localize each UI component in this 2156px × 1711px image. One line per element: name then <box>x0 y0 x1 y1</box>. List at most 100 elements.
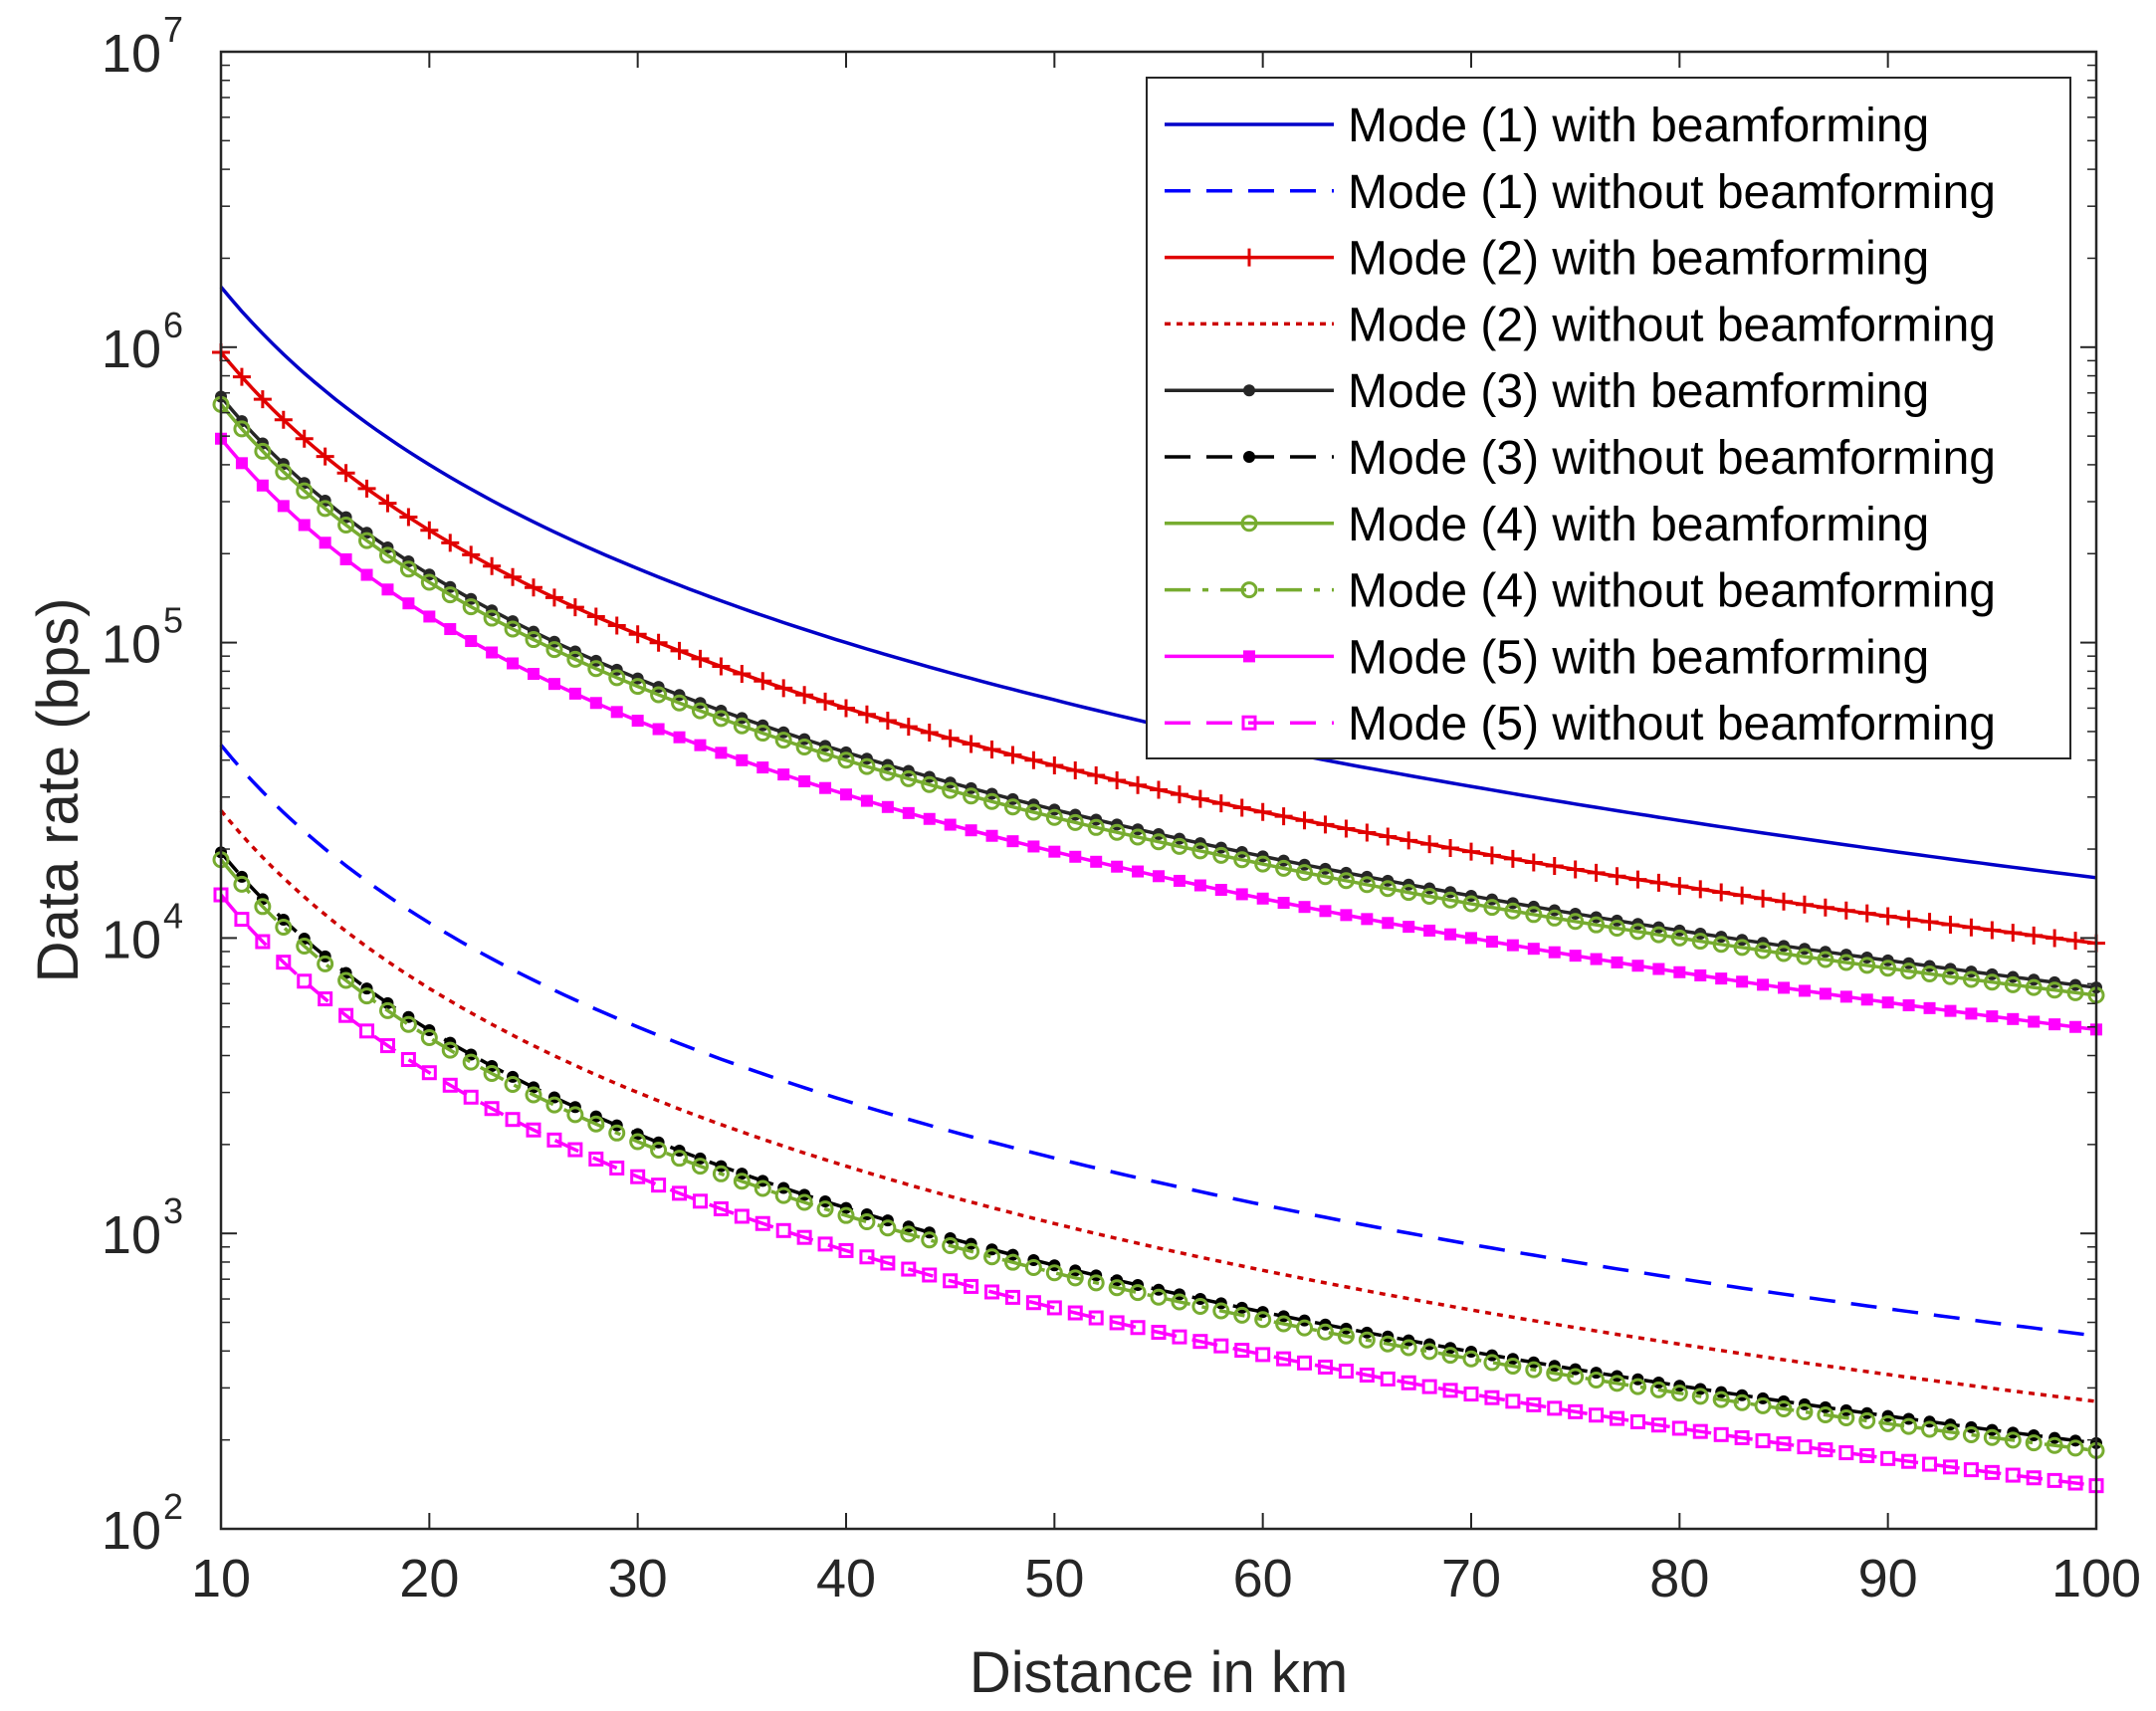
x-tick-label: 70 <box>1441 1549 1501 1608</box>
series-line <box>219 403 2097 997</box>
square-marker <box>1048 845 1061 858</box>
square-marker <box>673 731 686 744</box>
plus-marker <box>2025 926 2044 945</box>
circle-marker <box>650 1141 668 1159</box>
plus-marker <box>1628 870 1647 889</box>
x-tick-label: 50 <box>1024 1549 1084 1608</box>
circle-marker <box>650 686 668 704</box>
circle-marker <box>1754 942 1772 960</box>
circle-marker <box>983 792 1001 810</box>
square-marker <box>965 824 977 837</box>
circle-marker <box>1400 884 1417 902</box>
square-marker <box>1694 968 1707 981</box>
legend-label: Mode (4) without beamforming <box>1348 565 1996 618</box>
circle-marker <box>462 598 480 616</box>
square-open-marker <box>734 1208 750 1224</box>
square-marker <box>1132 865 1145 878</box>
square-marker <box>507 657 520 670</box>
square-open-marker <box>1797 1439 1813 1455</box>
square-open-marker <box>1547 1400 1563 1416</box>
square-open-marker <box>796 1229 812 1245</box>
legend-label: Mode (2) without beamforming <box>1348 299 1996 351</box>
circle-marker <box>921 1231 939 1249</box>
square-marker <box>652 723 665 736</box>
square-open-marker <box>1484 1390 1500 1405</box>
circle-marker <box>795 1193 813 1211</box>
legend-label: Mode (5) with beamforming <box>1348 631 1929 684</box>
circle-marker <box>587 660 605 678</box>
circle-marker <box>816 1200 834 1218</box>
circle-marker <box>1983 1428 2001 1446</box>
x-tick-label: 90 <box>1858 1549 1918 1608</box>
square-open-marker <box>421 1065 437 1081</box>
square-marker <box>402 597 415 610</box>
legend: Mode (1) with beamforming Mode (1) withou… <box>1146 77 2071 759</box>
circle-marker <box>1212 846 1230 864</box>
plus-marker <box>1878 907 1897 926</box>
square-marker <box>1778 981 1790 994</box>
circle-marker <box>879 763 897 781</box>
plus-marker <box>1899 910 1918 929</box>
circle-marker <box>1525 1361 1543 1379</box>
circle-marker <box>1775 945 1793 962</box>
circle-marker <box>1900 962 1918 980</box>
plus-marker <box>1545 857 1564 876</box>
square-marker <box>1243 650 1255 663</box>
plus-marker <box>1962 918 1981 937</box>
square-marker <box>1277 897 1290 910</box>
square-marker <box>1839 990 1852 1003</box>
square-open-marker <box>1901 1453 1917 1469</box>
plus-marker <box>1211 794 1230 813</box>
circle-marker <box>1003 1253 1021 1271</box>
plus-marker <box>336 464 355 483</box>
y-tick-label: 10 <box>102 24 161 84</box>
circle-marker <box>233 875 251 893</box>
square-marker <box>985 829 998 842</box>
series-line <box>219 744 2097 1338</box>
circle-marker <box>1858 1411 1876 1429</box>
plus-marker <box>1524 853 1543 872</box>
legend-items: Mode (1) with beamforming Mode (1) withou… <box>1165 100 1996 750</box>
square-marker <box>1673 965 1686 978</box>
circle-marker <box>441 586 459 604</box>
circle-marker <box>462 1053 480 1071</box>
plus-marker <box>1295 811 1314 830</box>
plus-marker <box>878 712 897 731</box>
square-open-marker <box>1880 1450 1896 1466</box>
square-marker <box>756 761 769 774</box>
circle-marker <box>1254 855 1272 873</box>
circle-marker <box>858 1213 876 1231</box>
square-open-marker <box>318 991 333 1007</box>
plus-marker <box>920 724 939 743</box>
circle-marker <box>1754 1396 1772 1414</box>
plus-marker <box>1150 780 1168 799</box>
square-marker <box>465 635 478 648</box>
circle-marker <box>1045 1264 1063 1282</box>
square-open-marker <box>1234 1343 1250 1359</box>
square-open-marker <box>1463 1387 1479 1402</box>
circle-marker <box>733 717 751 735</box>
circle-marker <box>1817 951 1834 968</box>
plus-marker <box>816 692 835 711</box>
square-marker <box>589 697 602 710</box>
plus-marker <box>1754 889 1773 908</box>
square-marker <box>736 753 749 766</box>
square-marker <box>1423 924 1436 937</box>
y-axis-title: Data rate (bps) <box>26 598 91 983</box>
plus-marker <box>941 729 960 748</box>
square-open-marker <box>1713 1426 1729 1442</box>
circle-marker <box>566 650 584 668</box>
square-open-marker <box>526 1122 541 1138</box>
square-marker <box>860 794 873 807</box>
plus-marker <box>1795 895 1814 914</box>
y-tick-exponent: 3 <box>163 1190 183 1231</box>
square-open-marker <box>838 1242 854 1258</box>
circle-marker <box>1275 1315 1293 1333</box>
circle-marker <box>1628 923 1646 941</box>
square-marker <box>1652 962 1665 975</box>
circle-marker <box>1983 973 2001 991</box>
square-marker <box>1715 972 1728 985</box>
circle-marker <box>983 1248 1001 1266</box>
square-open-marker <box>1838 1445 1854 1461</box>
plus-marker <box>1232 798 1251 817</box>
